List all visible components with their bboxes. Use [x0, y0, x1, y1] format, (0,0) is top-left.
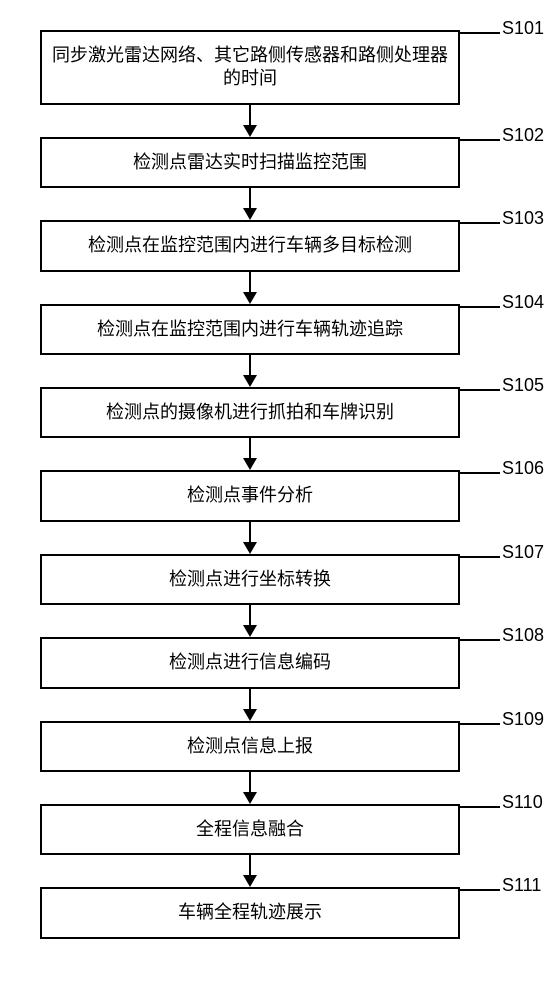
lead-line: [460, 389, 500, 391]
step-label-s111: S111: [502, 875, 541, 896]
step-box-s103: 检测点在监控范围内进行车辆多目标检测: [40, 220, 460, 271]
flowchart-container: 同步激光雷达网络、其它路侧传感器和路侧处理器的时间 S101 检测点雷达实时扫描…: [0, 0, 553, 969]
step-box-s104: 检测点在监控范围内进行车辆轨迹追踪: [40, 304, 460, 355]
step-row: 检测点在监控范围内进行车辆多目标检测 S103: [0, 220, 553, 271]
arrow-wrap: [40, 855, 460, 887]
lead-line: [460, 139, 500, 141]
arrow-wrap: [40, 272, 460, 304]
arrow-wrap: [40, 772, 460, 804]
step-box-s101: 同步激光雷达网络、其它路侧传感器和路侧处理器的时间: [40, 30, 460, 105]
step-text: 检测点事件分析: [187, 485, 313, 505]
lead-line: [460, 472, 500, 474]
step-box-s110: 全程信息融合: [40, 804, 460, 855]
lead-line: [460, 32, 500, 34]
step-text: 检测点的摄像机进行抓拍和车牌识别: [106, 402, 394, 422]
step-box-s108: 检测点进行信息编码: [40, 637, 460, 688]
arrow-wrap: [40, 522, 460, 554]
step-row: 检测点进行坐标转换 S107: [0, 554, 553, 605]
step-row: 检测点事件分析 S106: [0, 470, 553, 521]
lead-line: [460, 556, 500, 558]
step-row: 检测点信息上报 S109: [0, 721, 553, 772]
arrow-wrap: [40, 105, 460, 137]
step-label-s110: S110: [502, 792, 543, 813]
step-box-s107: 检测点进行坐标转换: [40, 554, 460, 605]
step-label-s101: S101: [502, 18, 544, 39]
lead-line: [460, 723, 500, 725]
step-text: 检测点在监控范围内进行车辆轨迹追踪: [97, 319, 403, 339]
step-label-s104: S104: [502, 292, 544, 313]
step-text: 同步激光雷达网络、其它路侧传感器和路侧处理器的时间: [52, 45, 448, 88]
arrow-wrap: [40, 188, 460, 220]
step-text: 检测点雷达实时扫描监控范围: [133, 152, 367, 172]
lead-line: [460, 806, 500, 808]
arrow-wrap: [40, 605, 460, 637]
arrow-wrap: [40, 689, 460, 721]
lead-line: [460, 639, 500, 641]
step-row: 车辆全程轨迹展示 S111: [0, 887, 553, 938]
step-row: 同步激光雷达网络、其它路侧传感器和路侧处理器的时间 S101: [0, 30, 553, 105]
lead-line: [460, 222, 500, 224]
step-box-s105: 检测点的摄像机进行抓拍和车牌识别: [40, 387, 460, 438]
step-label-s102: S102: [502, 125, 544, 146]
step-text: 检测点进行信息编码: [169, 652, 331, 672]
step-row: 检测点进行信息编码 S108: [0, 637, 553, 688]
step-label-s109: S109: [502, 709, 544, 730]
step-text: 全程信息融合: [196, 819, 304, 839]
arrow-wrap: [40, 438, 460, 470]
step-label-s106: S106: [502, 458, 544, 479]
step-row: 检测点雷达实时扫描监控范围 S102: [0, 137, 553, 188]
step-label-s108: S108: [502, 625, 544, 646]
step-box-s102: 检测点雷达实时扫描监控范围: [40, 137, 460, 188]
step-text: 车辆全程轨迹展示: [178, 902, 322, 922]
step-box-s106: 检测点事件分析: [40, 470, 460, 521]
step-label-s105: S105: [502, 375, 544, 396]
step-row: 检测点的摄像机进行抓拍和车牌识别 S105: [0, 387, 553, 438]
lead-line: [460, 306, 500, 308]
step-label-s107: S107: [502, 542, 544, 563]
step-box-s111: 车辆全程轨迹展示: [40, 887, 460, 938]
step-row: 检测点在监控范围内进行车辆轨迹追踪 S104: [0, 304, 553, 355]
step-box-s109: 检测点信息上报: [40, 721, 460, 772]
step-text: 检测点进行坐标转换: [169, 569, 331, 589]
step-label-s103: S103: [502, 208, 544, 229]
step-text: 检测点信息上报: [187, 736, 313, 756]
lead-line: [460, 889, 500, 891]
step-row: 全程信息融合 S110: [0, 804, 553, 855]
step-text: 检测点在监控范围内进行车辆多目标检测: [88, 235, 412, 255]
arrow-wrap: [40, 355, 460, 387]
